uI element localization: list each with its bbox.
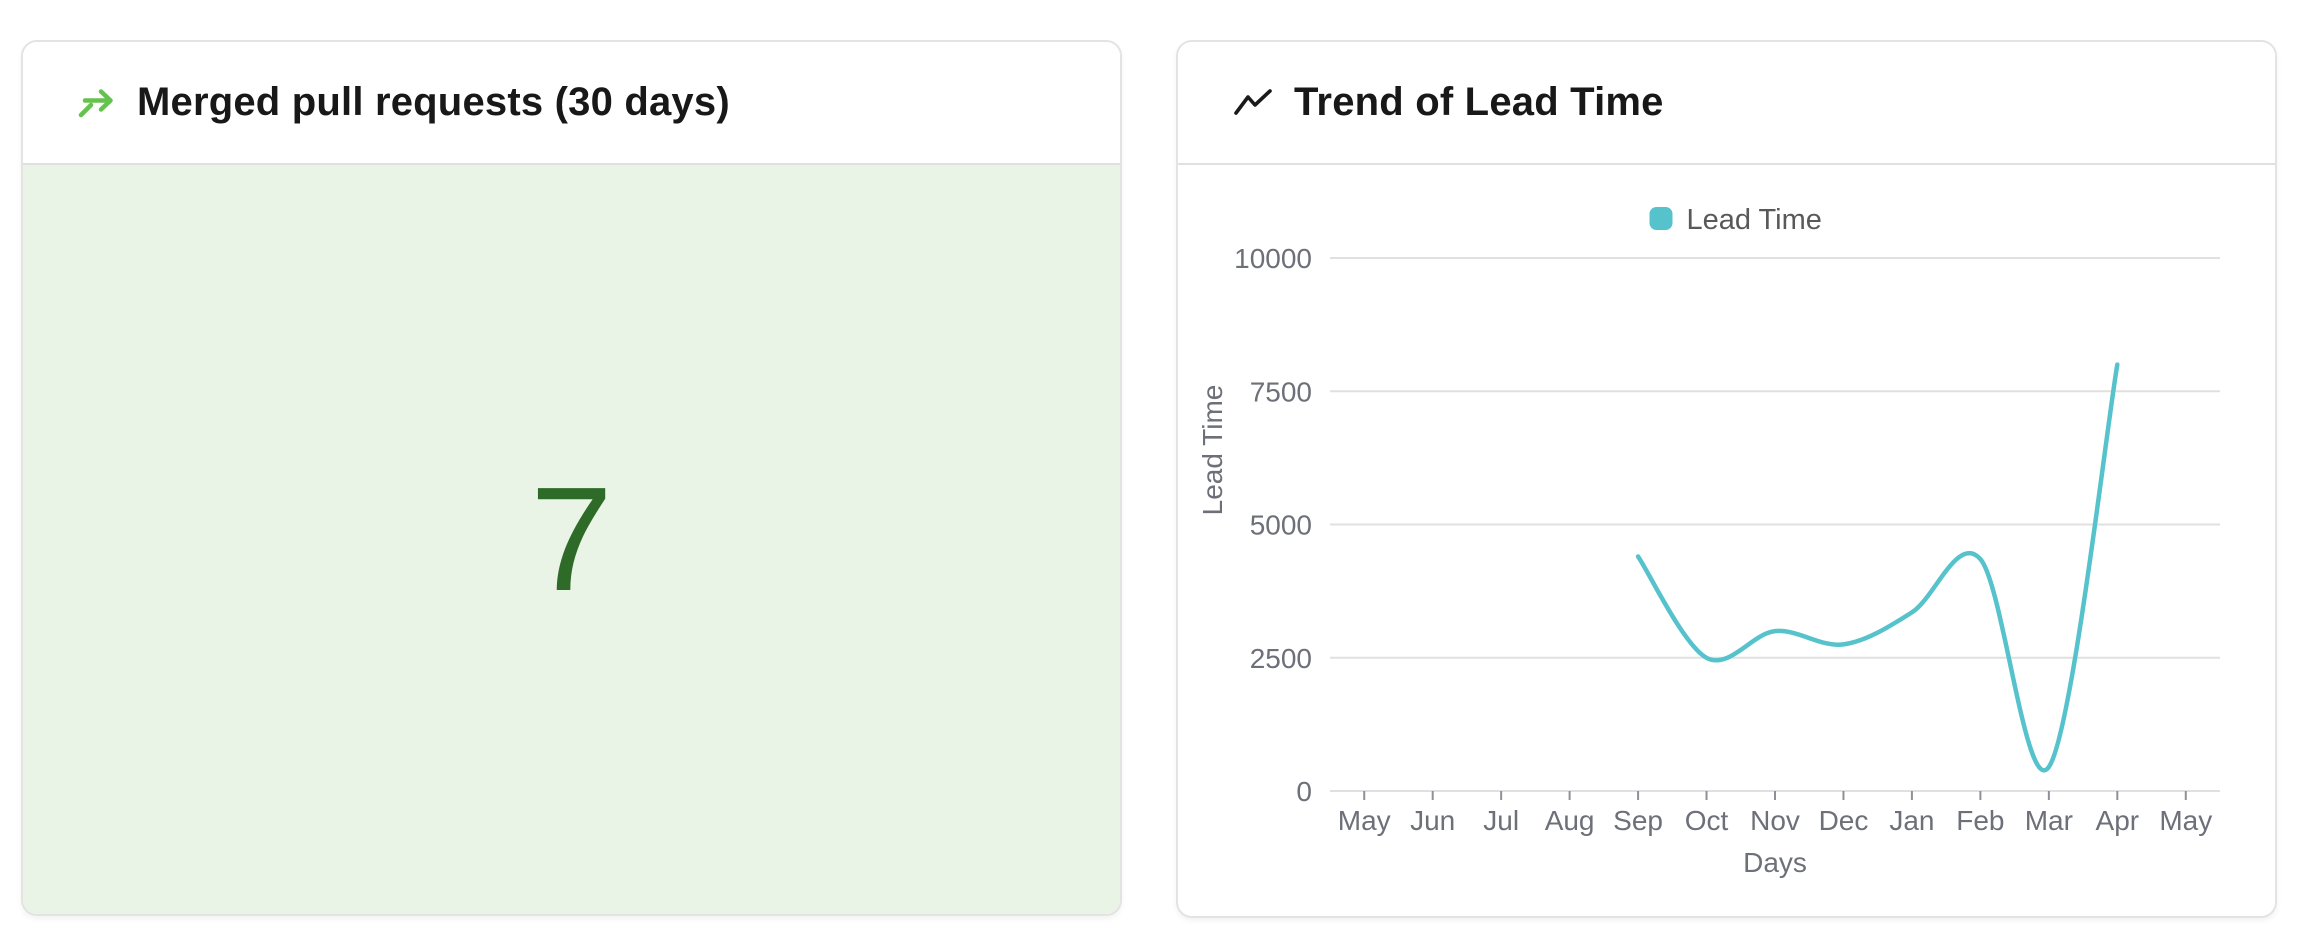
lead-time-chart-body: 0 2500 5000 7500 10000 May Jun Jul Aug Sep Oct Nov D… — [1178, 165, 2275, 916]
merged-pull-requests-body: 7 — [23, 165, 1120, 914]
svg-text:Sep: Sep — [1613, 805, 1663, 836]
y-axis-title: Lead Time — [1197, 385, 1228, 516]
merged-pull-requests-panel: Merged pull requests (30 days) 7 — [21, 40, 1122, 916]
svg-text:Mar: Mar — [2025, 805, 2073, 836]
x-axis-ticks — [1363, 791, 2187, 800]
lead-time-chart: 0 2500 5000 7500 10000 May Jun Jul Aug Sep Oct Nov D… — [1197, 204, 2220, 878]
merged-pull-requests-header: Merged pull requests (30 days) — [23, 42, 1120, 165]
svg-text:Feb: Feb — [1956, 805, 2004, 836]
x-axis-title: Days — [1743, 847, 1807, 878]
svg-text:10000: 10000 — [1234, 243, 1312, 274]
svg-text:2500: 2500 — [1250, 643, 1312, 674]
svg-text:Jul: Jul — [1483, 805, 1519, 836]
lead-time-series-line — [1635, 362, 2120, 773]
legend-swatch — [1649, 207, 1673, 230]
svg-text:0: 0 — [1296, 776, 1312, 807]
svg-text:Jun: Jun — [1410, 805, 1455, 836]
svg-text:Aug: Aug — [1545, 805, 1595, 836]
y-gridlines — [1330, 257, 2220, 792]
svg-text:Nov: Nov — [1750, 805, 1800, 836]
merged-pull-requests-value: 7 — [530, 456, 613, 622]
svg-text:Apr: Apr — [2096, 805, 2140, 836]
svg-text:Oct: Oct — [1685, 805, 1729, 836]
svg-text:Lead Time: Lead Time — [1687, 204, 1822, 236]
svg-text:May: May — [2159, 805, 2212, 836]
trend-up-icon — [1232, 87, 1274, 119]
svg-text:May: May — [1338, 805, 1391, 836]
git-merge-arrow-icon — [77, 85, 117, 121]
trend-of-lead-time-title: Trend of Lead Time — [1294, 80, 1664, 124]
merged-pull-requests-title: Merged pull requests (30 days) — [137, 80, 730, 124]
y-axis-labels: 0 2500 5000 7500 10000 — [1234, 243, 1312, 807]
svg-text:Jan: Jan — [1889, 805, 1934, 836]
svg-text:5000: 5000 — [1250, 510, 1312, 541]
trend-of-lead-time-panel: Trend of Lead Time 0 2500 5000 7500 10000 May… — [1176, 40, 2277, 918]
trend-of-lead-time-header: Trend of Lead Time — [1178, 42, 2275, 165]
x-axis-labels: May Jun Jul Aug Sep Oct Nov Dec Jan Feb Mar Apr May — [1338, 805, 2212, 836]
svg-text:7500: 7500 — [1250, 376, 1312, 407]
legend-item-lead-time[interactable]: Lead Time — [1649, 204, 1822, 236]
svg-text:Dec: Dec — [1819, 805, 1869, 836]
